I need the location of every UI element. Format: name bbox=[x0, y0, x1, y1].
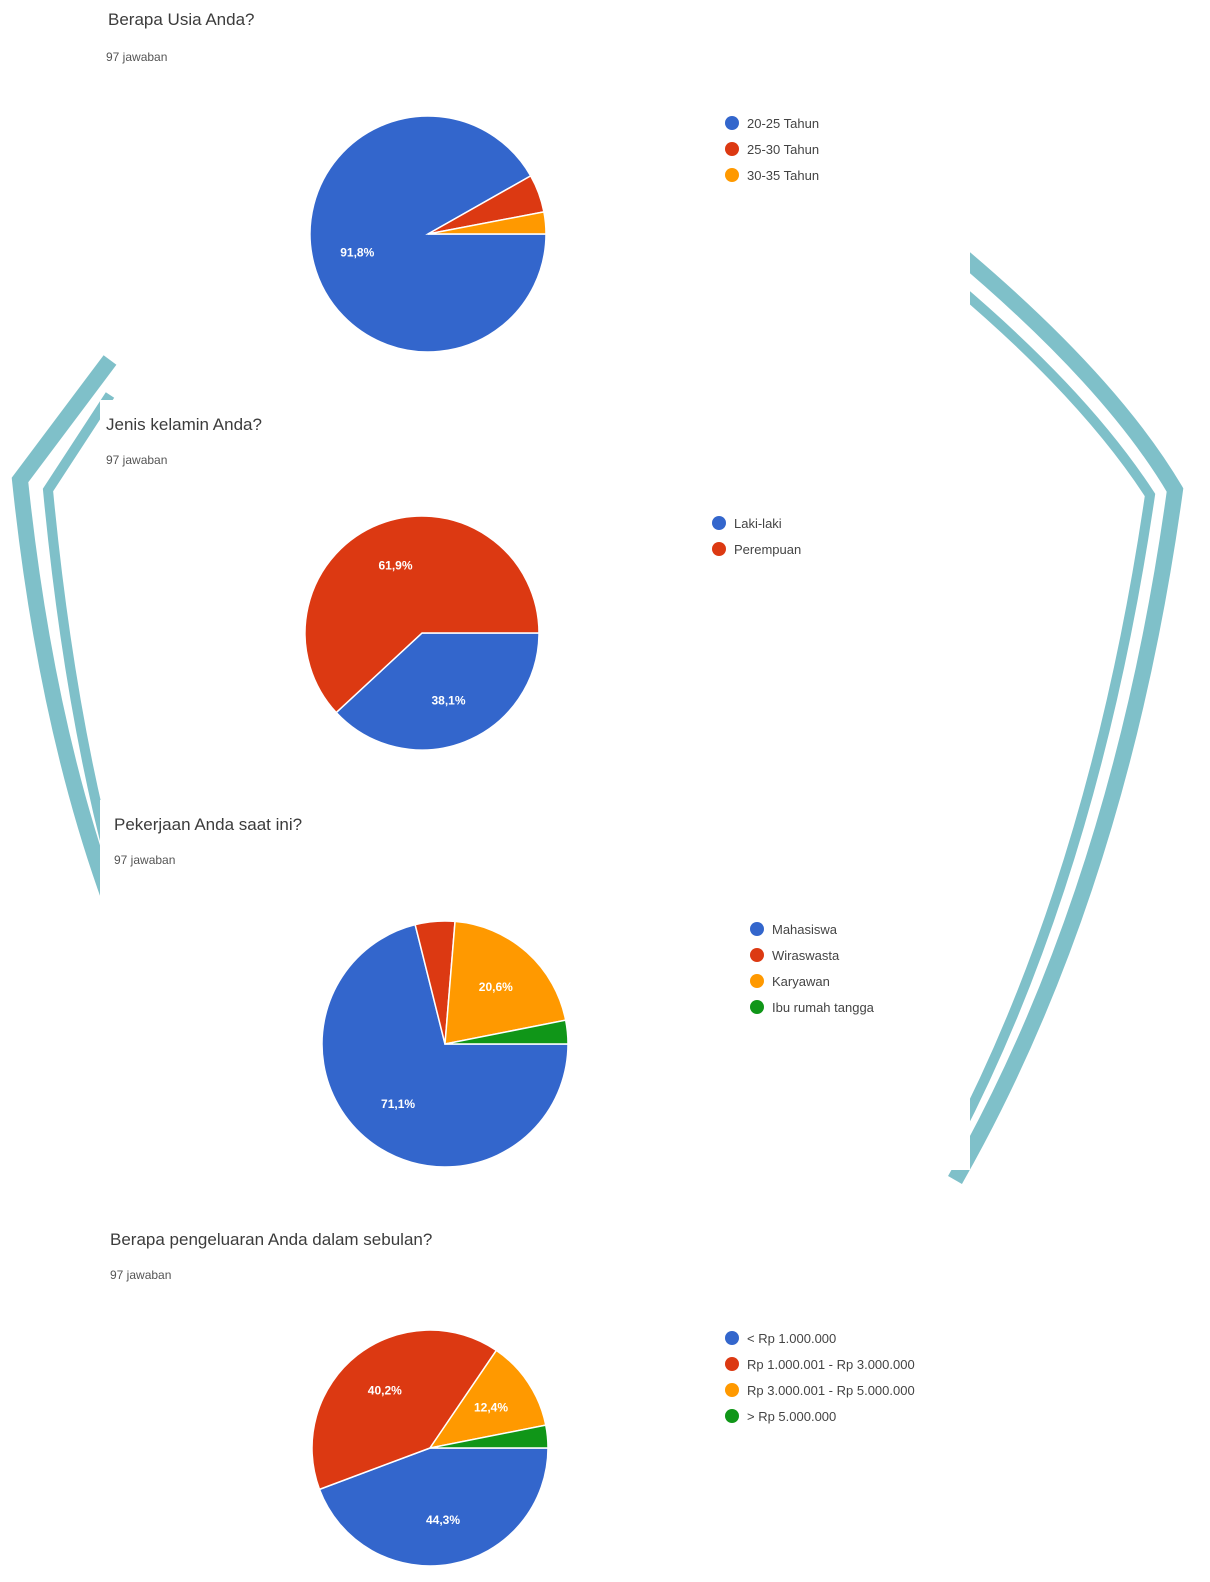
legend-dot bbox=[725, 1357, 739, 1371]
occupation-legend: Mahasiswa Wiraswasta Karyawan Ibu rumah tan… bbox=[750, 916, 874, 1020]
slice-label-mahasiswa: 71,1% bbox=[381, 1097, 415, 1111]
pie-slice-karyawan bbox=[444, 920, 567, 1045]
question-title: Berapa pengeluaran Anda dalam sebulan? bbox=[110, 1230, 433, 1249]
legend-item-rp-1-000-001-rp-3-000-000: Rp 1.000.001 - Rp 3.000.000 bbox=[725, 1351, 915, 1377]
legend-label: Perempuan bbox=[734, 541, 802, 557]
slice-label-rp-3-000-001-rp-5-000-000: 12,4% bbox=[474, 1401, 508, 1415]
legend-label: Wiraswasta bbox=[772, 947, 840, 963]
question-title: Jenis kelamin Anda? bbox=[106, 415, 262, 434]
age-legend: 20-25 Tahun 25-30 Tahun 30-35 Tahun bbox=[725, 110, 819, 188]
slice-label-laki-laki: 38,1% bbox=[431, 694, 465, 708]
legend-item-25-30-tahun: 25-30 Tahun bbox=[725, 136, 819, 162]
legend-dot bbox=[725, 1383, 739, 1397]
gender-pie-chart: 38,1% 61,9% bbox=[304, 515, 540, 751]
question-card-occupation: Pekerjaan Anda saat ini? 97 jawaban 71,1… bbox=[100, 800, 970, 1170]
legend-item-rp-3-000-001-rp-5-000-000: Rp 3.000.001 - Rp 5.000.000 bbox=[725, 1377, 915, 1403]
legend-dot bbox=[750, 974, 764, 988]
legend-dot bbox=[750, 1000, 764, 1014]
pie-slice-perempuan bbox=[304, 515, 540, 714]
pie-slice-rp-1-000-000 bbox=[318, 1447, 549, 1567]
legend-dot bbox=[750, 922, 764, 936]
pie-slice-rp-5-000-000 bbox=[429, 1424, 549, 1449]
pie-slice-mahasiswa bbox=[321, 923, 569, 1168]
slice-label-rp-1-000-001-rp-3-000-000: 40,2% bbox=[368, 1383, 402, 1397]
legend-item-rp-1-000-000: < Rp 1.000.000 bbox=[725, 1325, 915, 1351]
slice-label-20-25-tahun: 91,8% bbox=[340, 246, 374, 260]
legend-dot bbox=[712, 516, 726, 530]
response-count: 97 jawaban bbox=[110, 1268, 172, 1282]
legend-label: Karyawan bbox=[772, 973, 830, 989]
legend-item-20-25-tahun: 20-25 Tahun bbox=[725, 110, 819, 136]
legend-label: 20-25 Tahun bbox=[747, 115, 820, 131]
question-card-expenses: Berapa pengeluaran Anda dalam sebulan? 9… bbox=[100, 1215, 970, 1582]
legend-dot bbox=[725, 142, 739, 156]
right-curve-inner bbox=[950, 281, 1156, 1143]
question-card-age: Berapa Usia Anda? 97 jawaban 91,8% 20-25… bbox=[100, 0, 970, 355]
legend-label: 30-35 Tahun bbox=[747, 167, 820, 183]
legend-dot bbox=[725, 168, 739, 182]
legend-item-wiraswasta: Wiraswasta bbox=[750, 942, 874, 968]
expenses-legend: < Rp 1.000.000 Rp 1.000.001 - Rp 3.000.00… bbox=[725, 1325, 915, 1429]
legend-item-ibu-rumah-tangga: Ibu rumah tangga bbox=[750, 994, 874, 1020]
legend-dot bbox=[725, 116, 739, 130]
expenses-pie-chart: 44,3% 40,2% 12,4% bbox=[311, 1329, 549, 1567]
slice-label-karyawan: 20,6% bbox=[479, 980, 513, 994]
legend-label: 25-30 Tahun bbox=[747, 141, 820, 157]
response-count: 97 jawaban bbox=[106, 453, 168, 467]
legend-item-mahasiswa: Mahasiswa bbox=[750, 916, 874, 942]
pie-slice-30-35-tahun bbox=[427, 211, 547, 235]
legend-dot bbox=[750, 948, 764, 962]
legend-item-karyawan: Karyawan bbox=[750, 968, 874, 994]
legend-dot bbox=[712, 542, 726, 556]
gender-legend: Laki-laki Perempuan bbox=[712, 510, 801, 562]
response-count: 97 jawaban bbox=[114, 853, 176, 867]
pie-slice-laki-laki bbox=[335, 632, 540, 751]
pie-slice-rp-1-000-001-rp-3-000-000 bbox=[311, 1329, 498, 1491]
question-title: Pekerjaan Anda saat ini? bbox=[114, 815, 303, 834]
legend-label: Ibu rumah tangga bbox=[772, 999, 874, 1015]
legend-label: Mahasiswa bbox=[772, 921, 838, 937]
legend-item-rp-5-000-000: > Rp 5.000.000 bbox=[725, 1403, 915, 1429]
legend-label: Laki-laki bbox=[734, 515, 782, 531]
pie-slice-ibu-rumah-tangga bbox=[444, 1019, 569, 1045]
question-card-gender: Jenis kelamin Anda? 97 jawaban 38,1% 61,9… bbox=[100, 400, 970, 760]
legend-item-laki-laki: Laki-laki bbox=[712, 510, 801, 536]
left-curve-outer bbox=[11, 355, 118, 903]
age-pie-chart: 91,8% bbox=[309, 115, 547, 353]
legend-label: > Rp 5.000.000 bbox=[747, 1408, 837, 1424]
slice-label-perempuan: 61,9% bbox=[378, 558, 412, 572]
legend-item-30-35-tahun: 30-35 Tahun bbox=[725, 162, 819, 188]
right-curve-outer bbox=[948, 243, 1184, 1184]
legend-label: Rp 1.000.001 - Rp 3.000.000 bbox=[747, 1356, 915, 1372]
legend-dot bbox=[725, 1331, 739, 1345]
legend-label: < Rp 1.000.000 bbox=[747, 1330, 837, 1346]
pie-slice-20-25-tahun bbox=[309, 115, 547, 353]
left-curve-inner bbox=[42, 392, 115, 862]
slice-label-rp-1-000-000: 44,3% bbox=[426, 1513, 460, 1527]
occupation-pie-chart: 71,1% 20,6% bbox=[321, 920, 569, 1168]
legend-item-perempuan: Perempuan bbox=[712, 536, 801, 562]
question-title: Berapa Usia Anda? bbox=[108, 10, 255, 29]
legend-dot bbox=[725, 1409, 739, 1423]
response-count: 97 jawaban bbox=[106, 50, 168, 64]
legend-label: Rp 3.000.001 - Rp 5.000.000 bbox=[747, 1382, 915, 1398]
pie-slice-rp-3-000-001-rp-5-000-000 bbox=[428, 1349, 547, 1450]
